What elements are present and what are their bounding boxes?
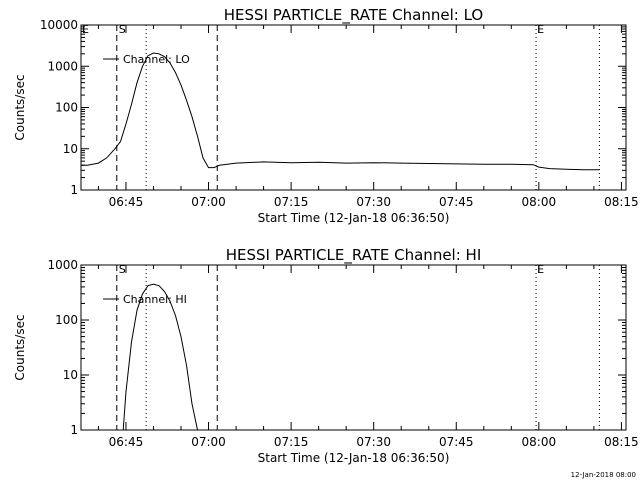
x-tick-label: 06:45: [109, 435, 144, 449]
marker-label-e: E: [537, 23, 544, 36]
x-tick-label: 06:45: [109, 195, 144, 209]
y-tick-label: 100: [55, 313, 78, 327]
x-axis-label: Start Time (12-Jan-18 06:36:50): [258, 451, 450, 465]
chart-title: HESSI PARTICLE_RATE Channel: HI: [226, 246, 482, 265]
panel-lo: HESSI PARTICLE_RATE Channel: LO 06:45 07:0…: [13, 6, 639, 225]
marker-label-s: S: [119, 23, 126, 36]
series-line-0: [81, 52, 600, 171]
panel-hi: HESSI PARTICLE_RATE Channel: HI 06:45 07:0…: [13, 246, 639, 465]
x-tick-label: 08:00: [522, 435, 557, 449]
legend-label: Channel: LO: [123, 53, 190, 66]
y-tick-label: 10: [63, 368, 78, 382]
legend-label: Channel: HI: [123, 293, 187, 306]
chart-title: HESSI PARTICLE_RATE Channel: LO: [224, 6, 483, 25]
date-stamp: 12-Jan-2018 08:00: [570, 471, 636, 479]
y-tick-label: 1000: [47, 59, 78, 73]
x-tick-label: 07:45: [439, 195, 474, 209]
x-tick-label: 07:00: [191, 435, 226, 449]
y-axis-label: Counts/sec: [13, 314, 27, 380]
x-tick-label: 07:45: [439, 435, 474, 449]
x-tick-label: 07:30: [356, 435, 391, 449]
plot-frame: [80, 264, 627, 431]
y-tick-label: 10000: [40, 18, 78, 32]
x-tick-label: 08:15: [604, 435, 639, 449]
plot-frame: [80, 24, 627, 191]
marker-label-s: S: [119, 263, 126, 276]
x-tick-label: 07:15: [274, 435, 309, 449]
y-tick-label: 1000: [47, 258, 78, 272]
marker-label-e: E: [537, 263, 544, 276]
x-tick-label: 07:00: [191, 195, 226, 209]
series-line-0: [122, 283, 198, 431]
x-tick-label: 08:15: [604, 195, 639, 209]
y-axis-label: Counts/sec: [13, 74, 27, 140]
x-tick-label: 07:30: [356, 195, 391, 209]
y-tick-label: 1: [70, 423, 78, 437]
y-tick-label: 100: [55, 101, 78, 115]
y-tick-label: 1: [70, 183, 78, 197]
marker-label-e-left: E: [82, 23, 89, 36]
x-tick-label: 08:00: [522, 195, 557, 209]
x-tick-label: 07:15: [274, 195, 309, 209]
x-axis-label: Start Time (12-Jan-18 06:36:50): [258, 211, 450, 225]
y-tick-label: 10: [63, 142, 78, 156]
